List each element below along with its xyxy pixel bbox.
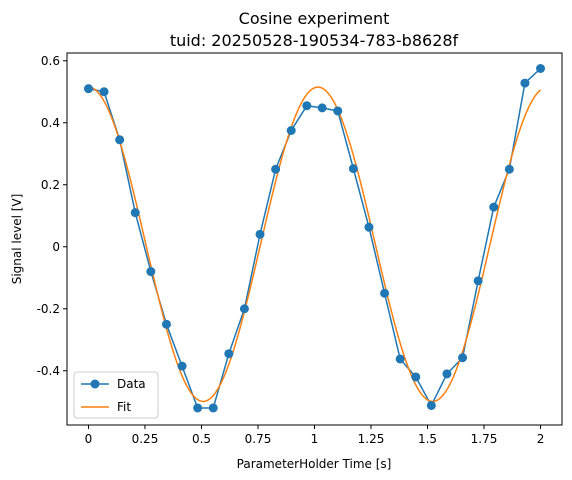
legend-data-label: Data	[117, 377, 146, 391]
data-point	[99, 87, 109, 97]
data-point	[536, 64, 546, 73]
data-point	[115, 135, 125, 145]
legend-data-marker	[90, 379, 100, 389]
series-fit-line	[88, 86, 542, 403]
data-point	[317, 103, 327, 113]
data-point	[302, 101, 312, 111]
x-tick-label: 1.25	[358, 432, 385, 446]
x-axis-label: ParameterHolder Time [s]	[237, 457, 392, 471]
data-point	[83, 84, 93, 94]
y-tick-label: 0	[52, 240, 60, 254]
data-point	[458, 353, 468, 363]
x-tick-label: 2	[537, 432, 545, 446]
data-point	[208, 403, 218, 413]
chart-title: Cosine experiment	[239, 9, 390, 28]
data-point	[364, 222, 374, 232]
data-point	[504, 164, 514, 174]
plot-area	[83, 64, 546, 413]
y-axis-label: Signal level [V]	[10, 194, 24, 285]
y-tick-label: 0.4	[41, 116, 60, 130]
data-point	[489, 202, 499, 212]
x-tick-label: 1	[311, 432, 319, 446]
data-point	[161, 319, 171, 329]
legend-fit-label: Fit	[117, 400, 131, 414]
data-point	[286, 126, 296, 135]
y-tick-label: 0.2	[41, 178, 60, 192]
data-point	[411, 372, 421, 382]
data-point	[193, 403, 203, 413]
x-tick-label: 0	[85, 432, 93, 446]
x-tick-label: 1.75	[471, 432, 498, 446]
data-point	[177, 361, 187, 371]
x-tick-label: 0.75	[245, 432, 272, 446]
data-point	[442, 369, 452, 379]
data-point	[146, 267, 156, 277]
chart-subtitle: tuid: 20250528-190534-783-b8628f	[170, 31, 459, 50]
data-point	[224, 349, 234, 359]
data-point	[333, 106, 343, 116]
data-point	[426, 400, 436, 410]
legend: Data Fit	[73, 371, 159, 419]
data-point	[255, 229, 265, 239]
x-tick-label: 1.5	[418, 432, 437, 446]
series-data-line	[88, 67, 542, 409]
y-tick-label: 0.6	[41, 54, 60, 68]
data-point	[271, 164, 281, 174]
data-point	[348, 164, 358, 174]
data-point	[395, 354, 405, 364]
x-axis: 0 0.25 0.5 0.75 1 1.25 1.5 1.75 2	[85, 425, 545, 446]
data-point	[130, 208, 140, 218]
x-tick-label: 0.5	[192, 432, 211, 446]
data-point	[520, 78, 530, 88]
x-tick-label: 0.25	[132, 432, 159, 446]
data-point	[380, 288, 390, 298]
data-point	[473, 276, 483, 286]
y-tick-label: -0.4	[37, 364, 60, 378]
y-axis: -0.4 -0.2 0 0.2 0.4 0.6	[37, 54, 67, 378]
y-tick-label: -0.2	[37, 302, 60, 316]
data-point	[239, 304, 249, 314]
